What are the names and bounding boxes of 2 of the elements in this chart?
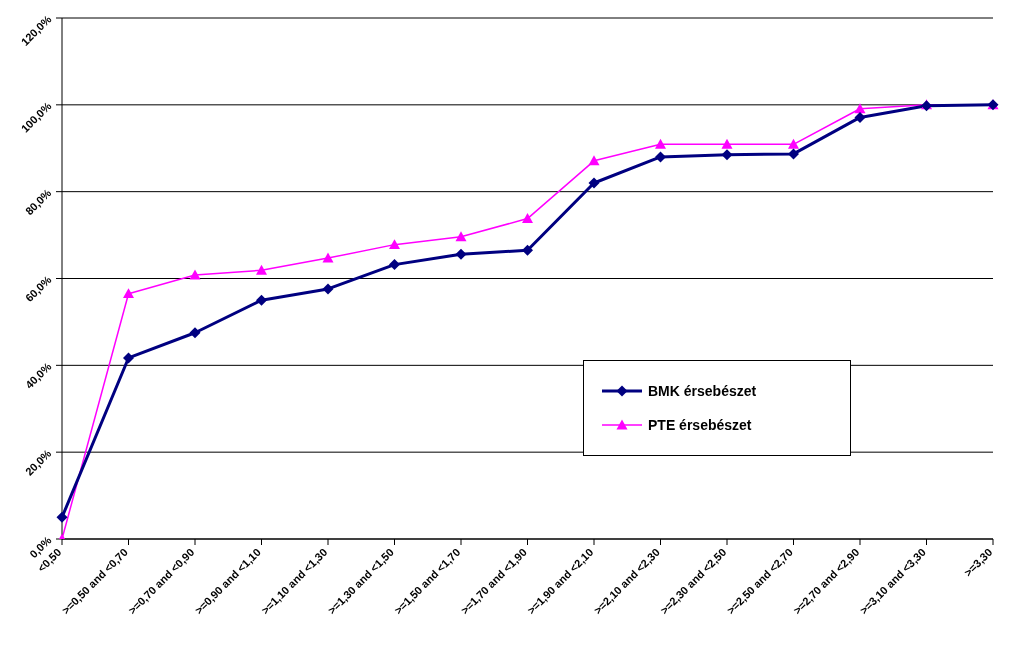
legend-label: BMK érsebészet [648, 383, 757, 399]
legend-label: PTE érsebészet [648, 417, 752, 433]
